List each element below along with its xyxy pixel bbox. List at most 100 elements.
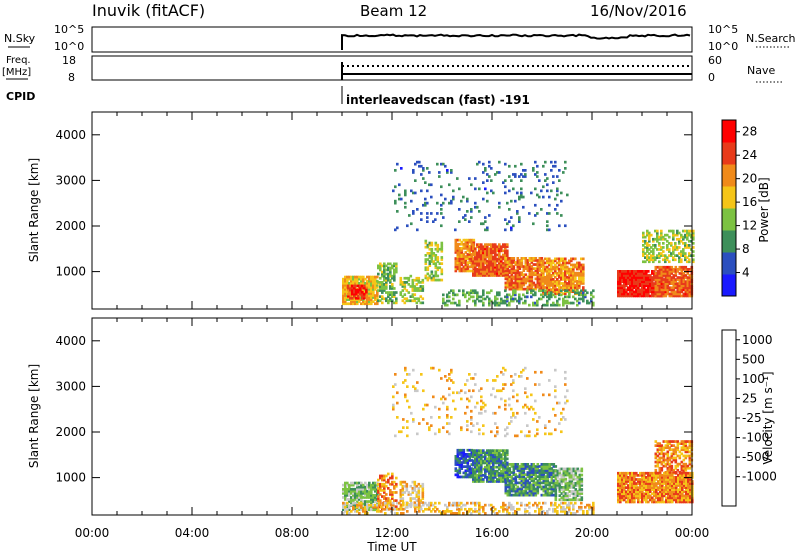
- data-cell: [544, 303, 547, 307]
- data-cell: [490, 272, 493, 275]
- data-cell: [656, 286, 660, 290]
- data-cell: [474, 474, 477, 477]
- data-cell: [686, 292, 690, 296]
- data-cell: [679, 478, 682, 481]
- data-cell: [678, 258, 681, 262]
- data-cell: [360, 481, 363, 485]
- data-cell: [486, 255, 489, 259]
- data-cell: [689, 486, 692, 489]
- data-cell: [672, 233, 675, 237]
- data-cell: [641, 290, 644, 294]
- data-cell: [522, 483, 526, 487]
- data-cell: [629, 471, 632, 475]
- data-cell: [621, 286, 624, 290]
- data-cell: [635, 292, 638, 296]
- data-cell: [654, 464, 658, 468]
- data-cell: [568, 288, 571, 291]
- data-cell: [552, 280, 555, 283]
- data-cell: [512, 287, 516, 291]
- data-cell: [350, 298, 353, 301]
- data-cell: [540, 261, 544, 264]
- data-cell: [436, 162, 439, 166]
- data-cell: [534, 473, 538, 476]
- data-cell: [572, 275, 575, 279]
- data-cell: [572, 269, 575, 273]
- data-cell: [658, 448, 662, 452]
- data-cell: [625, 284, 628, 288]
- data-cell: [645, 498, 648, 502]
- data-cell: [550, 259, 553, 263]
- data-cell: [676, 229, 679, 233]
- data-cell: [374, 500, 377, 503]
- data-cell: [385, 268, 388, 272]
- data-cell: [412, 191, 415, 195]
- data-cell: [476, 270, 479, 273]
- data-cell: [684, 444, 688, 447]
- data-cell: [578, 297, 581, 301]
- data-cell: [508, 489, 512, 493]
- data-cell: [346, 481, 349, 485]
- data-cell: [384, 507, 387, 511]
- data-cell: [504, 283, 508, 287]
- data-cell: [398, 193, 401, 197]
- data-cell: [480, 274, 483, 277]
- data-cell: [476, 263, 479, 267]
- data-cell: [368, 296, 371, 299]
- data-cell: [356, 302, 359, 306]
- data-cell: [442, 162, 445, 166]
- data-cell: [678, 242, 681, 245]
- data-cell: [554, 208, 557, 211]
- data-cell: [366, 283, 369, 287]
- data-cell: [526, 259, 530, 262]
- data-cell: [356, 496, 359, 499]
- data-cell: [362, 507, 365, 511]
- data-cell: [458, 187, 461, 191]
- data-cell: [564, 286, 567, 289]
- data-cell: [651, 488, 654, 491]
- data-cell: [667, 500, 670, 504]
- data-cell: [653, 274, 656, 277]
- data-cell: [512, 463, 516, 466]
- data-cell: [392, 189, 395, 193]
- data-cell: [668, 446, 672, 450]
- data-cell: [362, 275, 365, 279]
- data-cell: [644, 242, 647, 245]
- data-cell: [684, 276, 688, 279]
- data-cell: [370, 296, 373, 299]
- data-cell: [564, 275, 567, 279]
- data-cell: [488, 175, 491, 178]
- data-cell: [456, 261, 460, 264]
- data-cell: [552, 479, 556, 483]
- data-cell: [586, 299, 589, 303]
- data-cell: [520, 263, 524, 266]
- data-cell: [686, 280, 690, 283]
- data-cell: [621, 276, 624, 279]
- data-cell: [361, 292, 364, 296]
- data-cell: [381, 482, 384, 486]
- data-cell: [679, 484, 682, 487]
- data-cell: [440, 270, 444, 274]
- data-cell: [480, 253, 483, 257]
- data-cell: [671, 496, 674, 500]
- data-cell: [652, 250, 655, 253]
- data-cell: [512, 187, 515, 191]
- data-cell: [512, 289, 515, 293]
- data-cell: [474, 259, 477, 263]
- data-cell: [456, 251, 460, 254]
- data-cell: [352, 498, 355, 501]
- data-cell: [658, 282, 662, 285]
- data-cell: [625, 294, 628, 298]
- data-cell: [442, 301, 445, 305]
- data-cell: [670, 270, 674, 273]
- data-cell: [456, 453, 460, 456]
- data-cell: [672, 290, 676, 294]
- data-cell: [401, 497, 405, 500]
- data-cell: [456, 247, 460, 250]
- data-cell: [470, 291, 473, 295]
- data-cell: [478, 449, 481, 452]
- data-cell: [348, 504, 351, 507]
- data-cell: [568, 284, 571, 287]
- data-cell: [644, 256, 647, 259]
- data-cell: [536, 281, 540, 285]
